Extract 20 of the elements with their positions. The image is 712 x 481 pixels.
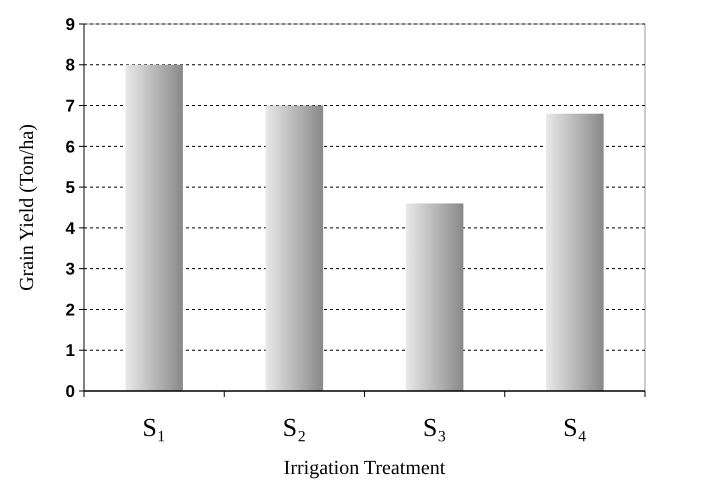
y-axis-title: Grain Yield (Ton/ha) [16,124,38,291]
y-tick-label: 6 [66,137,75,156]
y-tick-label: 2 [66,300,75,320]
y-tick-label: 7 [66,96,75,116]
x-axis-title: Irrigation Treatment [284,457,446,479]
y-tick-label: 3 [66,260,75,279]
x-tick-label: S₄ [563,413,587,442]
y-tick-label: 8 [66,56,75,75]
y-tick-label: 4 [66,218,76,238]
x-tick-label: S₁ [142,413,166,442]
y-tick-label: 5 [66,178,75,198]
y-tick-label: 9 [66,14,75,34]
y-tick-label: 0 [66,382,75,401]
x-tick-label: S₃ [422,413,446,442]
bar [266,106,324,391]
bar [406,203,464,391]
bar [125,64,183,391]
y-tick-label: 1 [66,341,75,360]
bar [546,114,604,391]
x-tick-label: S₂ [282,413,306,442]
